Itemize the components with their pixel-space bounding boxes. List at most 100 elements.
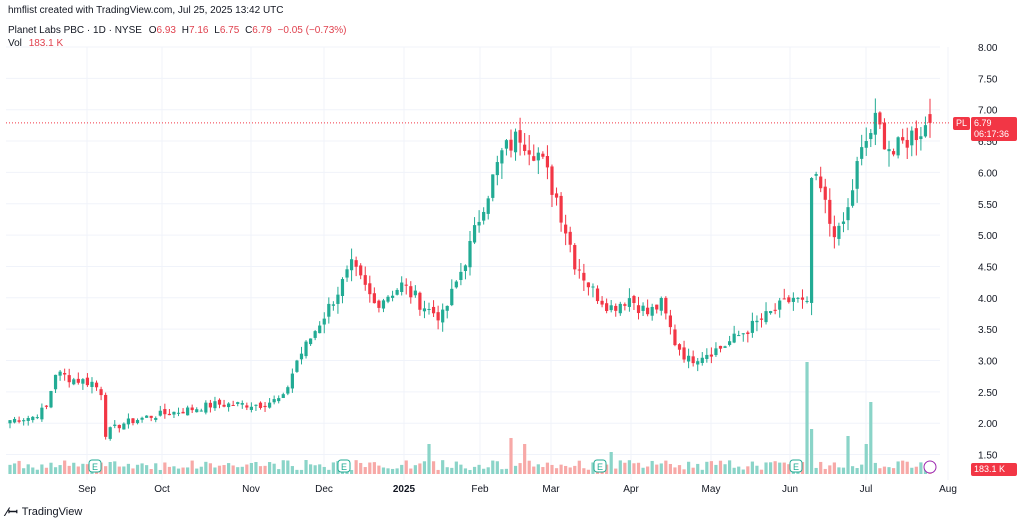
volume-bar (632, 463, 636, 474)
price-axis[interactable]: 8.00 7.50 7.00 6.50 6.00 5.50 5.00 4.50 4.00 3.50… (978, 43, 998, 462)
volume-bar (227, 463, 231, 474)
volume-bar (208, 463, 212, 474)
volume-bar (759, 469, 764, 474)
candle-body (573, 245, 577, 270)
candle-body (723, 346, 727, 348)
volume-bar (113, 461, 117, 474)
volume-bar (709, 461, 713, 474)
candle-body (600, 300, 604, 305)
candle-body (44, 405, 49, 407)
last-price-value: 6.79 (974, 118, 992, 128)
tradingview-footer[interactable]: ⁄ꟷ TradingView (6, 503, 82, 520)
candle-body (846, 207, 850, 221)
volume-bar (782, 462, 786, 474)
earnings-label: E (341, 462, 347, 472)
y-tick-label: 3.50 (978, 325, 998, 336)
candle-body (395, 289, 399, 295)
volume-value: 183.1 K (28, 38, 64, 49)
candle-body (468, 240, 472, 268)
volume-bar (258, 466, 263, 474)
x-tick-label: May (702, 484, 721, 495)
candle-body (53, 374, 58, 390)
volume-bar (846, 436, 850, 474)
candle-body (518, 130, 522, 143)
volume-bar (31, 467, 35, 474)
volume-bar (778, 462, 782, 474)
volume-bar (564, 465, 568, 474)
volume-bar (454, 461, 458, 474)
candle-body (377, 300, 381, 308)
volume-bar (213, 467, 217, 474)
volume-bar (659, 463, 663, 474)
candle-body (800, 297, 805, 300)
volume-bar (354, 460, 358, 474)
volume-bar (186, 467, 190, 474)
candle-body (586, 282, 591, 288)
candle-body (368, 283, 372, 295)
candle-body (17, 420, 21, 422)
volume-bar (618, 460, 622, 474)
candle-body (491, 174, 495, 198)
candle-body (8, 420, 12, 424)
candle-body (26, 417, 30, 421)
earnings-icon[interactable] (593, 459, 607, 473)
time-axis[interactable]: Sep Oct Nov Dec 2025 Feb Mar Apr May Jun Jul Aug (78, 484, 957, 495)
volume-bar (805, 362, 809, 474)
candle-body (914, 128, 918, 141)
chart-grid (6, 46, 949, 480)
symbol-legend[interactable]: Planet Labs PBC · 1D · NYSE O6.93 H7.16 … (8, 25, 346, 36)
volume-bar (236, 467, 240, 474)
candle-body (527, 150, 531, 155)
candle-body (436, 312, 440, 321)
earnings-icon[interactable] (88, 459, 102, 473)
candle-body (213, 401, 217, 409)
candle-body (814, 174, 818, 176)
candle-body (327, 303, 331, 317)
volume-bar (705, 461, 709, 474)
candle-body (31, 416, 35, 421)
candle-body (682, 347, 686, 360)
earnings-icon[interactable] (337, 459, 351, 473)
candle-body (591, 286, 595, 288)
volume-bar (841, 467, 846, 474)
candle-body (891, 151, 896, 155)
earnings-icon[interactable] (789, 459, 803, 473)
candle-body (431, 306, 436, 314)
candle-body (400, 282, 404, 292)
candle-body (837, 225, 841, 239)
volume-bar (26, 464, 30, 474)
candle-body (737, 335, 741, 337)
volume-bar (641, 467, 645, 474)
y-tick-label: 5.50 (978, 200, 998, 211)
candle-body (122, 423, 126, 430)
candle-body (149, 415, 153, 418)
candle-body (99, 389, 103, 396)
x-tick-label: Nov (242, 484, 260, 495)
volume-bar (222, 465, 226, 474)
volume-bar (400, 464, 404, 474)
volume-bar (286, 460, 290, 474)
volume-bar (495, 461, 499, 474)
volume-bar (72, 462, 76, 474)
candle-body (304, 341, 308, 357)
candle-body (340, 279, 345, 296)
x-tick-label: 2025 (393, 484, 416, 495)
volume-bar (445, 467, 449, 474)
candle-body (860, 147, 864, 159)
volume-bar (176, 468, 181, 474)
candle-body (564, 224, 568, 234)
candle-body (805, 300, 809, 302)
volume-bar (855, 468, 859, 474)
candle-body (81, 379, 85, 384)
candle-body (277, 398, 281, 402)
candle-body (245, 405, 249, 408)
candle-body (167, 413, 172, 416)
candle-body (905, 139, 909, 148)
earnings-label: E (92, 462, 98, 472)
lightning-icon[interactable] (923, 460, 937, 474)
volume-bar (814, 467, 818, 474)
volume-legend[interactable]: Vol 183.1 K (8, 38, 63, 49)
candle-body (668, 315, 672, 328)
